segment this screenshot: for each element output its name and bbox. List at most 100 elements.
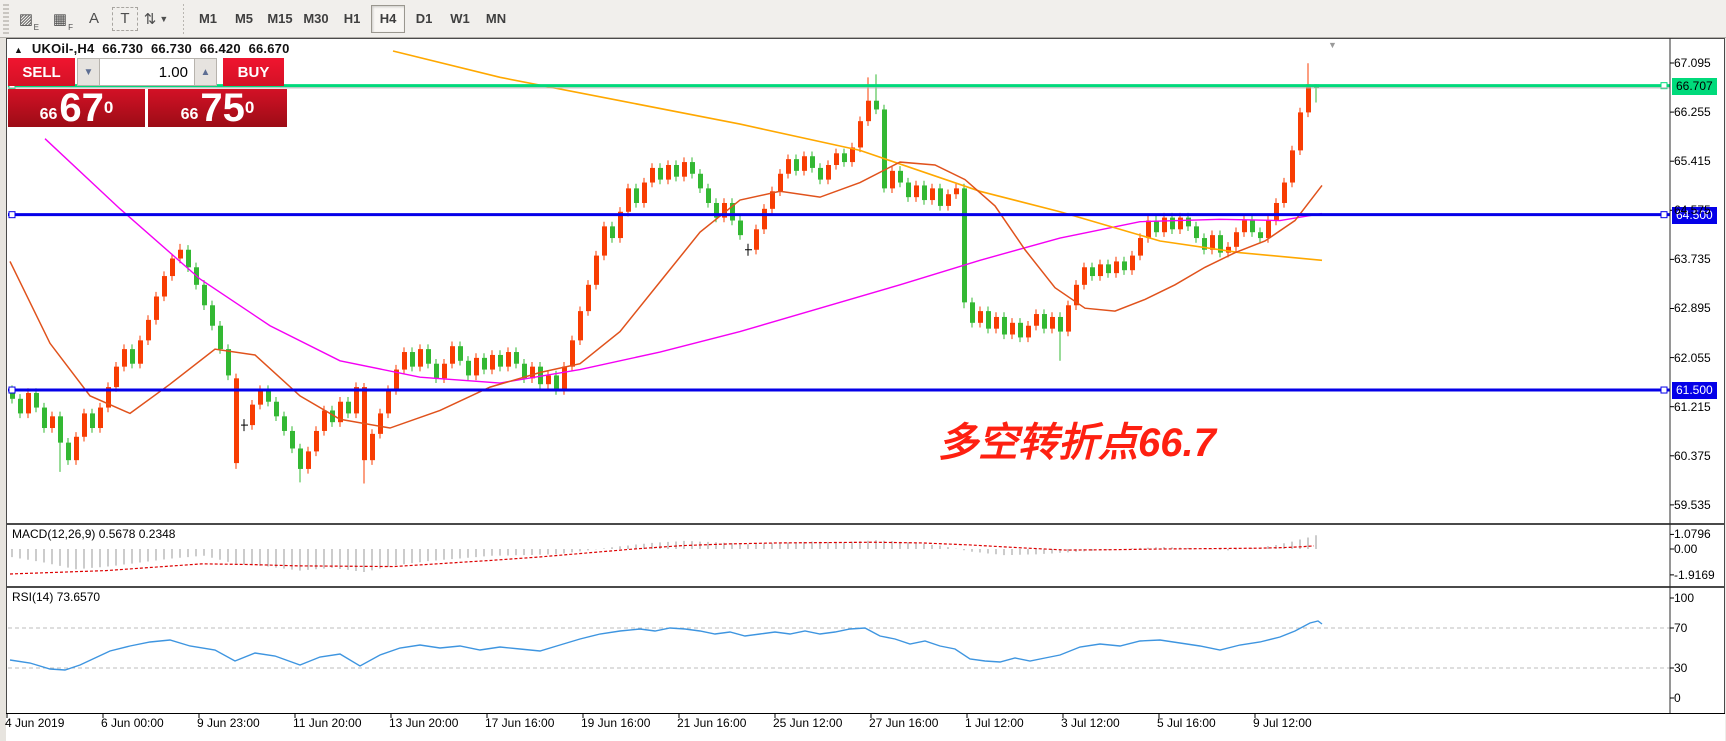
timeframe-h1[interactable]: H1 [343,11,361,26]
candle-body [834,153,839,165]
rsi-line [9,620,1323,671]
candle-body [442,363,447,379]
macd-axis-label: -1.9169 [1674,567,1715,582]
buy-price-button[interactable]: 66 75 0 [148,88,287,128]
candle-body [986,311,991,329]
volume-input[interactable] [100,58,194,86]
candle-body [1090,267,1095,277]
date-axis[interactable] [6,714,1725,741]
candle-body [970,302,975,323]
date-tick-label: 1 Jul 12:00 [965,716,1024,730]
timeframe-h4[interactable]: H4 [371,4,405,33]
candle-body [1194,226,1199,239]
support-64-500-handle[interactable] [8,211,16,219]
timeframe-m30[interactable]: M30 [303,11,329,26]
rsi-panel[interactable] [6,587,1725,715]
text-box-button[interactable]: T [112,6,138,31]
rsi-axis-label: 0 [1674,691,1681,705]
candle-body [1058,316,1063,332]
candle-body [234,378,239,464]
candle-body [122,349,127,367]
sell-price-sup: 0 [103,98,114,117]
volume-dropdown[interactable]: ▼ [77,58,100,86]
date-tick-label: 9 Jul 12:00 [1253,716,1312,730]
timeframe-mn[interactable]: MN [485,11,507,26]
price-tick-label: 66.255 [1674,105,1711,120]
candle-body [98,407,103,429]
timeframe-m5[interactable]: M5 [234,11,254,26]
candle-body [1258,232,1263,239]
candle-body [266,390,271,402]
candle-body [322,410,327,431]
candle-body [418,349,423,367]
candle-body [514,352,519,364]
candle-body [1290,150,1295,183]
candle-body [842,153,847,163]
ask-line-handle[interactable] [1660,82,1668,90]
chart-windows-button[interactable]: ▨ E [10,4,42,34]
buy-button[interactable]: BUY [223,58,284,86]
candle-body [1210,235,1215,250]
arrange-button[interactable]: ⇅ ▼ [140,4,172,34]
candle-body [402,352,407,370]
candle-body [386,390,391,414]
candle-body [1250,220,1255,233]
date-tick-label: 21 Jun 16:00 [677,716,747,730]
candle-body [554,375,559,391]
timeframe-m1[interactable]: M1 [198,11,218,26]
candle-body [1114,261,1119,274]
candle-body [394,369,399,391]
candle-body [450,346,455,364]
support-61-500-handle[interactable] [8,386,16,394]
date-tick-label: 19 Jun 16:00 [581,716,651,730]
candle-body [994,316,999,329]
date-tick-label: 13 Jun 20:00 [389,716,459,730]
candle-body [130,349,135,364]
candle-body [18,398,23,414]
collapse-icon[interactable]: ▲ [14,45,24,55]
candle-body [818,167,823,180]
volume-up-stepper[interactable]: ▲ [194,58,217,86]
dropdown-caret-icon: ▼ [159,13,169,24]
data-window-button[interactable]: ▦ F [44,4,76,34]
price-level-label: 66.707 [1672,77,1717,95]
candle-body [914,185,919,198]
candle-body [186,249,191,268]
rsi-label: RSI(14) 73.6570 [12,590,101,604]
candle-body [594,255,599,285]
candle-body [906,182,911,198]
candle-body [978,311,983,323]
support-64-500-handle[interactable] [1660,211,1668,219]
candle-body [610,226,615,239]
timeframe-d1[interactable]: D1 [415,11,433,26]
chart-shift-marker-icon[interactable]: ▼ [1328,40,1337,50]
text-label-button[interactable]: A [78,4,110,34]
date-tick-label: 4 Jun 2019 [5,716,65,730]
price-level-label: 64.500 [1672,206,1717,224]
sell-price-button[interactable]: 66 67 0 [8,88,145,128]
candle-body [1074,284,1079,306]
candle-body [250,404,255,426]
candle-body [810,156,815,168]
timeframe-w1[interactable]: W1 [450,11,470,26]
timeframe-m15[interactable]: M15 [267,11,293,26]
candle-body [762,208,767,230]
candle-body [314,430,319,452]
sell-price-small: 66 [39,106,58,123]
low-value: 66.420 [199,41,241,56]
ma-fast-line [9,161,1323,429]
candle-body [258,390,263,405]
chart-annotation-text: 多空转折点66.7 [938,421,1216,465]
candle-body [114,366,119,388]
support-61-500-handle[interactable] [1660,386,1668,394]
candle-body [538,366,543,385]
candle-body [1034,314,1039,326]
candle-body [474,357,479,376]
candle-body [666,164,671,180]
candle-body [1162,217,1167,233]
sell-button[interactable]: SELL [8,58,75,86]
toolbar-grip[interactable] [3,3,9,34]
macd-label: MACD(12,26,9) 0.5678 0.2348 [12,527,176,541]
price-tick-label: 59.535 [1674,497,1711,512]
